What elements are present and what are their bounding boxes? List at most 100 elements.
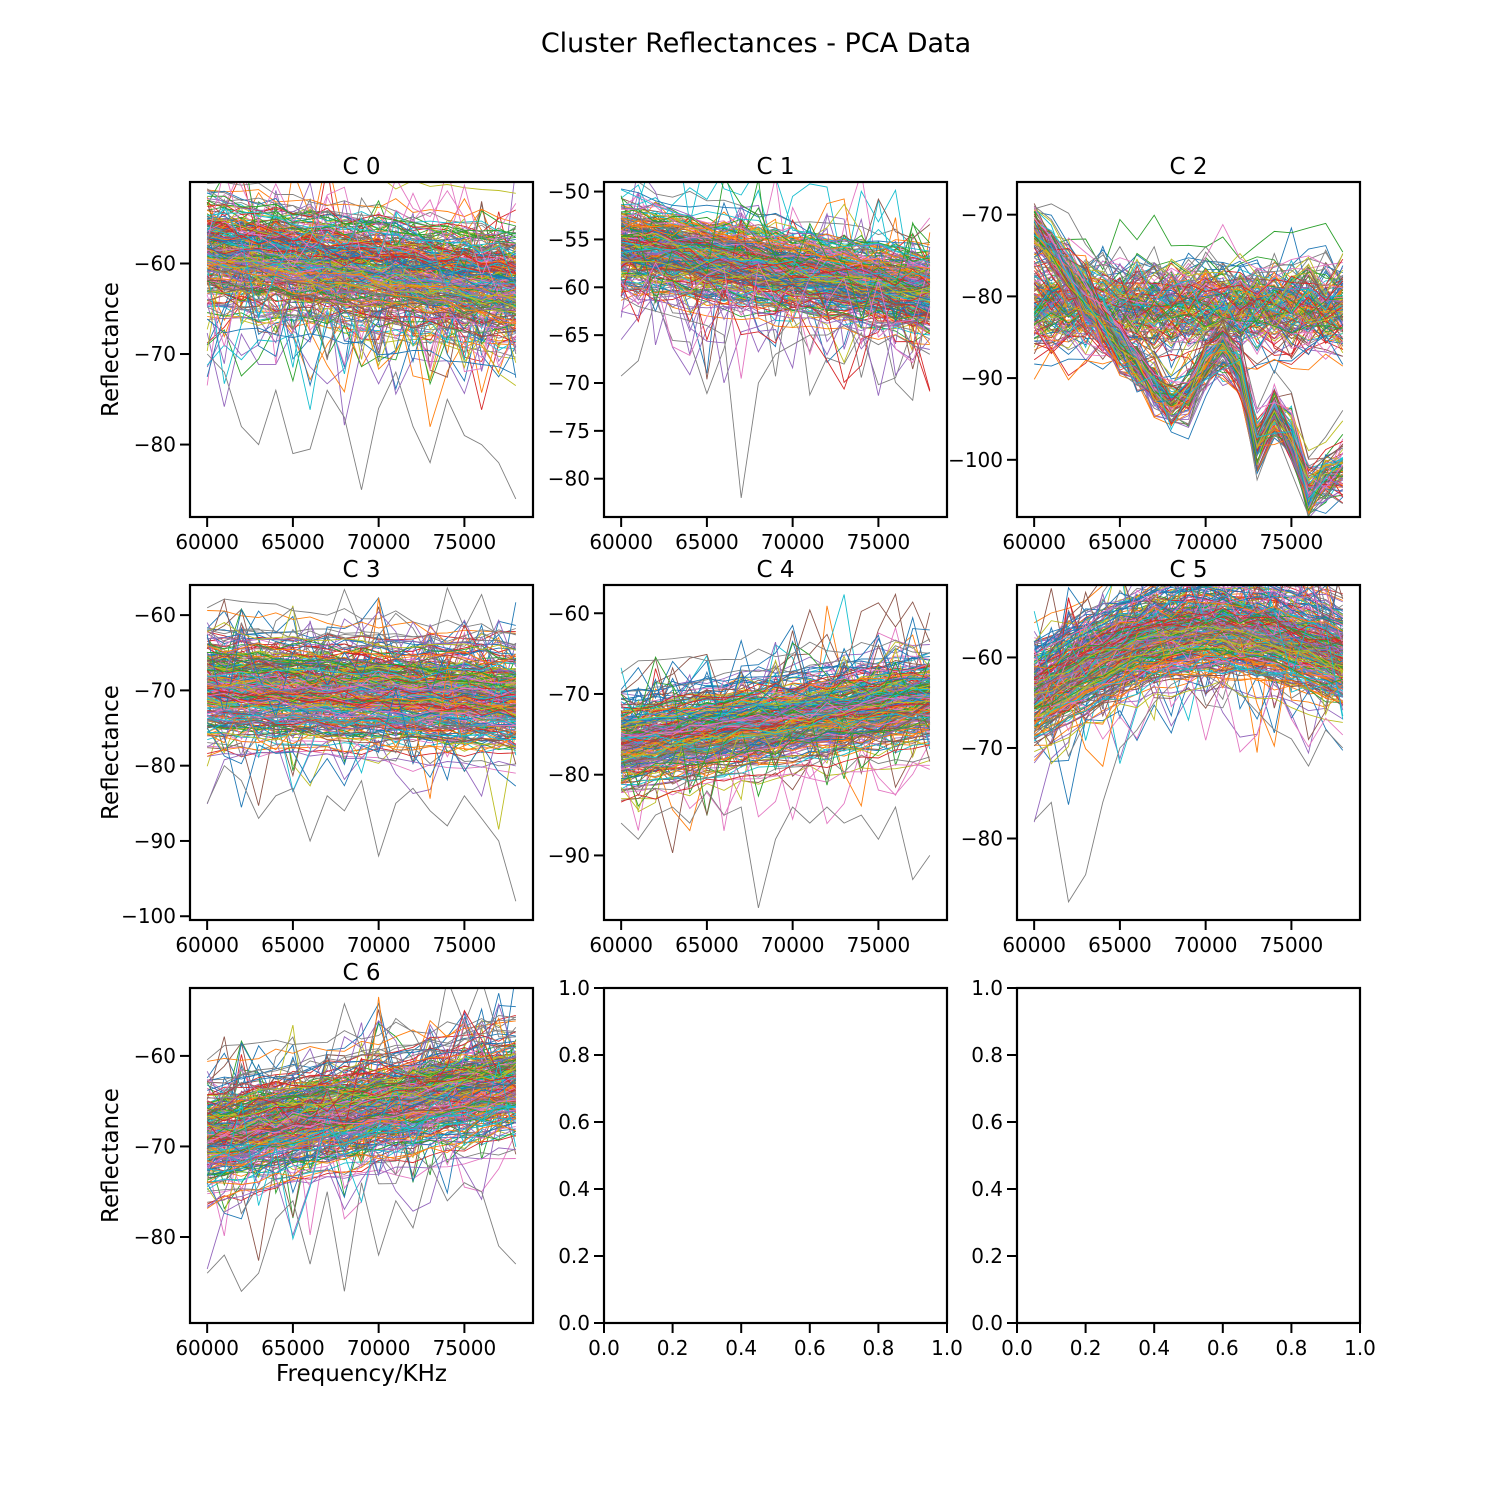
series-line xyxy=(207,280,516,315)
y-tick-label: −80 xyxy=(548,763,590,787)
series-line xyxy=(207,227,516,270)
series-line xyxy=(1034,600,1344,670)
series-line xyxy=(206,1056,516,1114)
series-line xyxy=(207,653,516,666)
series-line xyxy=(620,217,931,279)
series-line xyxy=(620,230,931,299)
series-line xyxy=(207,261,516,292)
x-tick-label: 0.6 xyxy=(1207,1336,1239,1360)
y-tick-label: −60 xyxy=(134,1044,176,1068)
series-line xyxy=(207,689,516,707)
series-line xyxy=(621,261,930,309)
series-line xyxy=(207,628,516,642)
series-line xyxy=(206,1002,516,1135)
series-line xyxy=(207,199,516,244)
series-line xyxy=(206,988,516,1143)
panel-3: 60000 65000 70000 75000 −60 −70 −80 −90 −100 C 3 R… xyxy=(98,557,535,957)
y-tick-label: −80 xyxy=(961,284,1003,308)
series-line xyxy=(206,1016,517,1061)
series-line xyxy=(206,265,517,370)
series-line xyxy=(207,610,516,634)
series-line xyxy=(1033,625,1343,687)
series-line xyxy=(206,764,517,902)
series-line xyxy=(621,693,930,737)
series-line xyxy=(207,1063,517,1131)
series-line xyxy=(206,687,517,808)
x-tick-label: 65000 xyxy=(261,933,325,957)
series-line xyxy=(1033,585,1344,717)
axes-frame xyxy=(602,986,949,1325)
x-tick-label: 70000 xyxy=(347,530,411,554)
x-tick-label: 60000 xyxy=(1002,530,1066,554)
series-line xyxy=(206,1061,517,1120)
series-line xyxy=(206,196,517,302)
series-line xyxy=(207,668,516,689)
x-tick-label: 75000 xyxy=(433,530,497,554)
axes-frame xyxy=(188,180,535,519)
panel-0: 60000 65000 70000 75000 −60 −70 −80 C 0 Reflecta… xyxy=(98,154,535,554)
x-tick-label: 75000 xyxy=(433,1336,497,1360)
series-line xyxy=(1034,299,1344,358)
x-tick-label: 65000 xyxy=(675,933,739,957)
series-line xyxy=(207,1105,516,1151)
series-line xyxy=(207,742,516,767)
x-tick-label: 75000 xyxy=(433,933,497,957)
series-line xyxy=(620,247,931,318)
series-line xyxy=(207,1121,516,1171)
series-line xyxy=(1033,348,1344,388)
x-tick-label: 75000 xyxy=(847,530,911,554)
series-line xyxy=(207,211,516,256)
y-tick-label: 0.2 xyxy=(971,1244,1003,1268)
series-line xyxy=(621,735,930,788)
x-axis-label: Frequency/KHz xyxy=(276,1361,447,1387)
y-tick-label: −60 xyxy=(134,251,176,275)
axes-frame xyxy=(602,180,949,519)
x-tick-label: 0.8 xyxy=(1275,1336,1307,1360)
series-line xyxy=(1034,613,1343,679)
series-line xyxy=(621,713,930,770)
series-line xyxy=(620,638,931,674)
axes-frame xyxy=(1015,986,1362,1325)
series-line xyxy=(207,1092,516,1155)
panel-6: 60000 65000 70000 75000 −60 −70 −80 C 6 Reflecta… xyxy=(98,960,535,1387)
series-line xyxy=(207,219,516,269)
series-line xyxy=(1033,608,1343,687)
series-line xyxy=(1034,585,1344,653)
x-tick-label: 65000 xyxy=(261,530,325,554)
series-line xyxy=(1033,622,1344,746)
series-line xyxy=(207,659,516,681)
series-line xyxy=(1034,638,1344,697)
y-tick-label: −70 xyxy=(134,342,176,366)
series-line xyxy=(621,215,930,252)
series-line xyxy=(1033,595,1343,674)
panel-4: 60000 65000 70000 75000 −60 −70 −80 −90 C 4 xyxy=(548,557,949,957)
series-line xyxy=(620,212,930,249)
series-line xyxy=(207,1073,517,1126)
x-tick-label: 0.2 xyxy=(657,1336,689,1360)
series-line xyxy=(1033,585,1344,656)
series-line xyxy=(207,1019,516,1084)
series-line xyxy=(620,218,930,274)
series-line xyxy=(620,246,931,357)
y-axis-label: Reflectance xyxy=(98,1088,124,1223)
x-tick-label: 60000 xyxy=(1002,933,1066,957)
series-line xyxy=(620,712,930,760)
y-tick-label: −70 xyxy=(134,1134,176,1158)
series-line xyxy=(621,240,931,287)
series-line xyxy=(206,268,516,313)
y-tick-label: −90 xyxy=(961,366,1003,390)
series-line xyxy=(621,732,930,783)
series-line xyxy=(207,247,516,280)
series-line xyxy=(207,631,516,657)
series-line xyxy=(620,722,930,775)
x-tick-label: 70000 xyxy=(1174,933,1238,957)
series-line xyxy=(621,698,931,854)
series-line xyxy=(621,764,930,796)
series-line xyxy=(206,1133,516,1191)
series-line xyxy=(620,700,930,762)
series-line xyxy=(207,305,517,351)
x-tick-label: 60000 xyxy=(175,530,239,554)
series-line xyxy=(207,257,517,303)
series-line xyxy=(1033,241,1343,481)
series-line xyxy=(206,1134,516,1205)
